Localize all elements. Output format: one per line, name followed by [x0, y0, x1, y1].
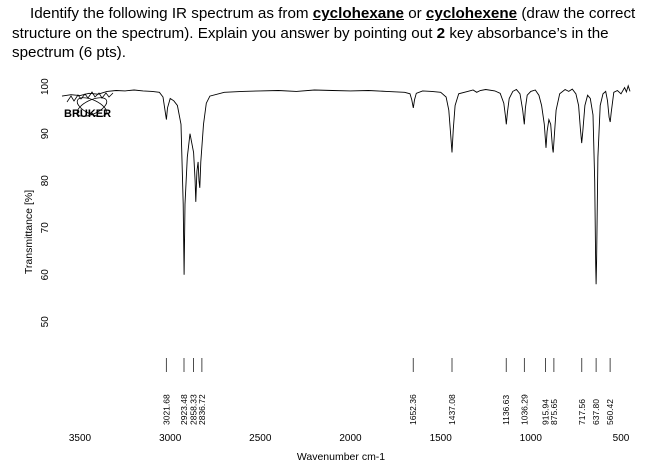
question-line-2-text: structure on the spectrum). Explain you …: [12, 24, 437, 42]
x-tick-label: 2000: [339, 433, 362, 444]
y-axis-title: Transmittance [%]: [23, 190, 35, 274]
y-tick-labels: 50 60 70 80 90 100: [40, 78, 51, 327]
y-tick-label: 50: [40, 316, 51, 328]
x-tick-label: 2500: [249, 433, 272, 444]
x-tick-label: 500: [613, 433, 630, 444]
question-text: Identify the following IR spectrum as fr…: [12, 4, 637, 63]
option-cyclohexene: cyclohexene: [425, 5, 518, 22]
bruker-logo: BRUKER: [64, 91, 114, 120]
question-count: 2: [436, 24, 446, 42]
peak-markers: [165, 358, 611, 372]
x-tick-label: 1500: [430, 433, 453, 444]
question-line-1-end: (draw the correct: [517, 5, 636, 22]
peak-label: 3021.68: [161, 394, 171, 425]
peak-label: 717.56: [577, 399, 587, 425]
peak-label: 2858.33: [188, 394, 198, 425]
logo-atom-ring-2: [76, 97, 108, 117]
question-line-1-or: or: [403, 5, 426, 22]
series-line-spectrum: [61, 84, 631, 285]
peak-label: 2836.72: [197, 394, 207, 425]
y-axis-title-group: Transmittance [%]: [23, 190, 35, 274]
x-tick-label: 1000: [520, 433, 543, 444]
x-tick-label: 3500: [69, 433, 92, 444]
peak-label: 560.42: [605, 399, 615, 425]
peak-label: 915.94: [540, 399, 550, 425]
peak-label: 875.65: [549, 399, 559, 425]
logo-text: BRUKER: [64, 108, 111, 120]
y-tick-label: 60: [40, 269, 51, 281]
question-line-2-end: key absorbance’s in the: [445, 24, 609, 42]
y-tick-label: 100: [40, 78, 51, 95]
y-tick-label: 90: [40, 128, 51, 140]
x-tick-labels: 3500 3000 2500 2000 1500 1000 500: [69, 433, 630, 444]
question-line-3: spectrum (6 pts).: [12, 44, 126, 61]
peak-label: 2923.48: [179, 394, 189, 425]
logo-scribble: [66, 91, 114, 103]
peak-label: 1136.63: [501, 395, 511, 425]
y-tick-label: 70: [40, 222, 51, 234]
peak-label: 1437.08: [447, 394, 457, 425]
question-line-1-text: Identify the following IR spectrum as fr…: [30, 5, 313, 22]
logo-atom-ring: [76, 97, 108, 117]
question-line-1: Identify the following IR spectrum as fr…: [12, 4, 637, 24]
peak-label: 1652.36: [408, 394, 418, 425]
question-line-2: structure on the spectrum). Explain you …: [12, 24, 637, 44]
peak-label: 1036.29: [519, 394, 529, 425]
x-axis-title: Wavenumber cm-1: [297, 451, 385, 463]
x-tick-label: 3000: [159, 433, 182, 444]
option-cyclohexane: cyclohexane: [312, 5, 404, 22]
peak-label: 637.80: [591, 399, 601, 425]
y-tick-label: 80: [40, 175, 51, 187]
